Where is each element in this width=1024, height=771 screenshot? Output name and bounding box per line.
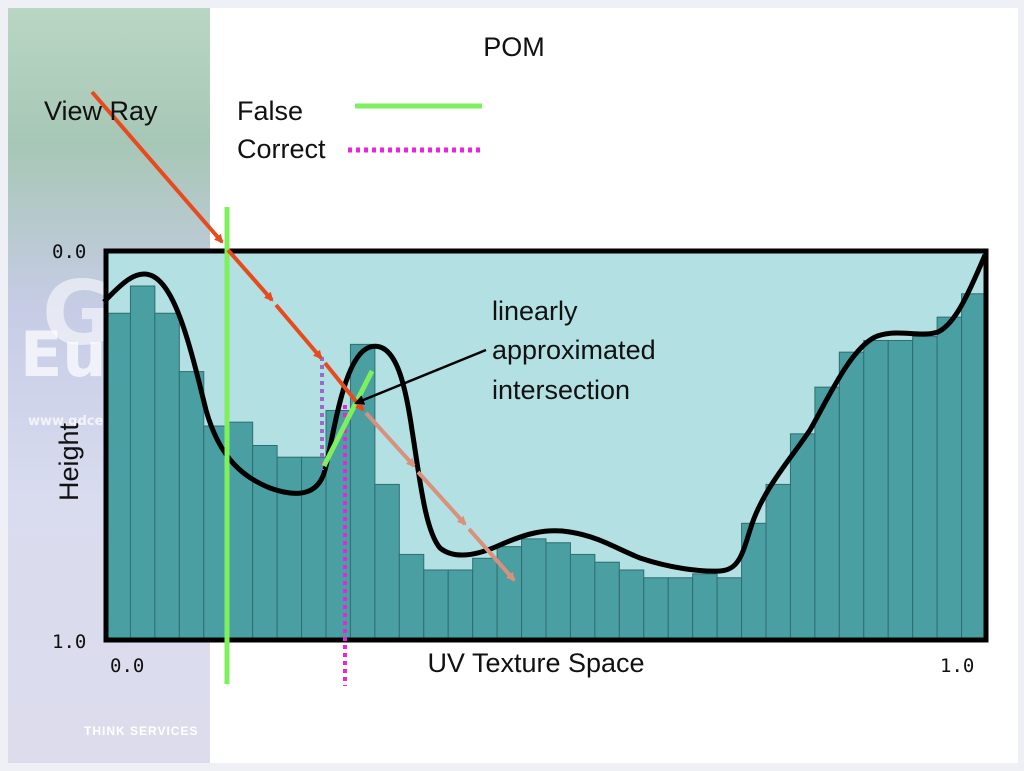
heightfield-bar <box>643 577 669 641</box>
view-ray-segment-2 <box>226 248 274 302</box>
view-ray-segment-7 <box>467 527 516 582</box>
y-tick-bottom: 1.0 <box>52 631 86 653</box>
heightfield-bar <box>961 293 987 641</box>
view-ray-segment-5 <box>364 411 416 468</box>
y-tick-top: 0.0 <box>52 241 86 263</box>
annotation-line-3: intersection <box>492 375 630 405</box>
heightfield-bar <box>838 351 865 641</box>
heightfield-bar <box>569 553 596 641</box>
view-ray-segment-6 <box>416 470 467 526</box>
linear-approximation-segment <box>321 369 375 468</box>
heightfield-bar <box>594 561 620 641</box>
y-axis-label: Height <box>54 422 84 501</box>
legend-false-label: False <box>237 96 303 126</box>
heightfield-bar <box>887 339 914 641</box>
heightfield-bar <box>178 371 205 641</box>
heightfield-bar <box>447 569 474 641</box>
heightfield-bar <box>154 312 180 641</box>
heightfield-bar <box>496 546 523 641</box>
heightfield-bar <box>863 339 889 641</box>
legend-correct-label: Correct <box>237 134 326 164</box>
view-ray-segment-3 <box>274 303 323 360</box>
heightfield-bar <box>692 573 718 641</box>
x-tick-right: 1.0 <box>940 655 974 677</box>
heightfield-bar <box>667 577 694 641</box>
heightfield-bar <box>472 557 498 641</box>
heightfield-bar <box>276 456 303 641</box>
plot-frame <box>103 248 989 643</box>
heightfield-bar <box>129 285 156 641</box>
heightfield-bar <box>227 421 254 641</box>
heightfield-bar <box>398 553 425 641</box>
heightfield-bar <box>423 569 449 641</box>
heightfield-bar <box>618 569 645 641</box>
heightfield-bar <box>203 425 229 641</box>
view-ray-segment-1 <box>90 90 224 244</box>
heightfield-bar <box>765 483 791 641</box>
heightfield-bar <box>912 336 938 641</box>
heightfield-bar <box>936 316 963 641</box>
heightfield-bar <box>252 445 278 641</box>
slide-title: POM <box>483 32 545 62</box>
think-services-logo: THINK SERVICES <box>84 724 199 738</box>
heightfield-bar <box>814 386 840 641</box>
heightfield-bar <box>374 483 400 641</box>
heightfield-bar <box>789 433 816 641</box>
view-ray-label: View Ray <box>44 96 158 126</box>
x-axis-label: UV Texture Space <box>427 648 644 678</box>
heightfield-bars <box>105 285 987 641</box>
annotation-line-2: approximated <box>492 335 656 365</box>
heightfield-bar <box>521 538 547 641</box>
heightfield-bar <box>301 456 327 641</box>
heightfield-bar <box>545 542 571 641</box>
annotation-line-1: linearly <box>492 296 578 326</box>
annotation-pointer-arrow <box>354 348 487 405</box>
x-tick-left: 0.0 <box>110 655 144 677</box>
heightfield-bar <box>105 312 131 641</box>
height-profile-curve <box>102 254 988 574</box>
heightfield-bar <box>716 577 743 641</box>
